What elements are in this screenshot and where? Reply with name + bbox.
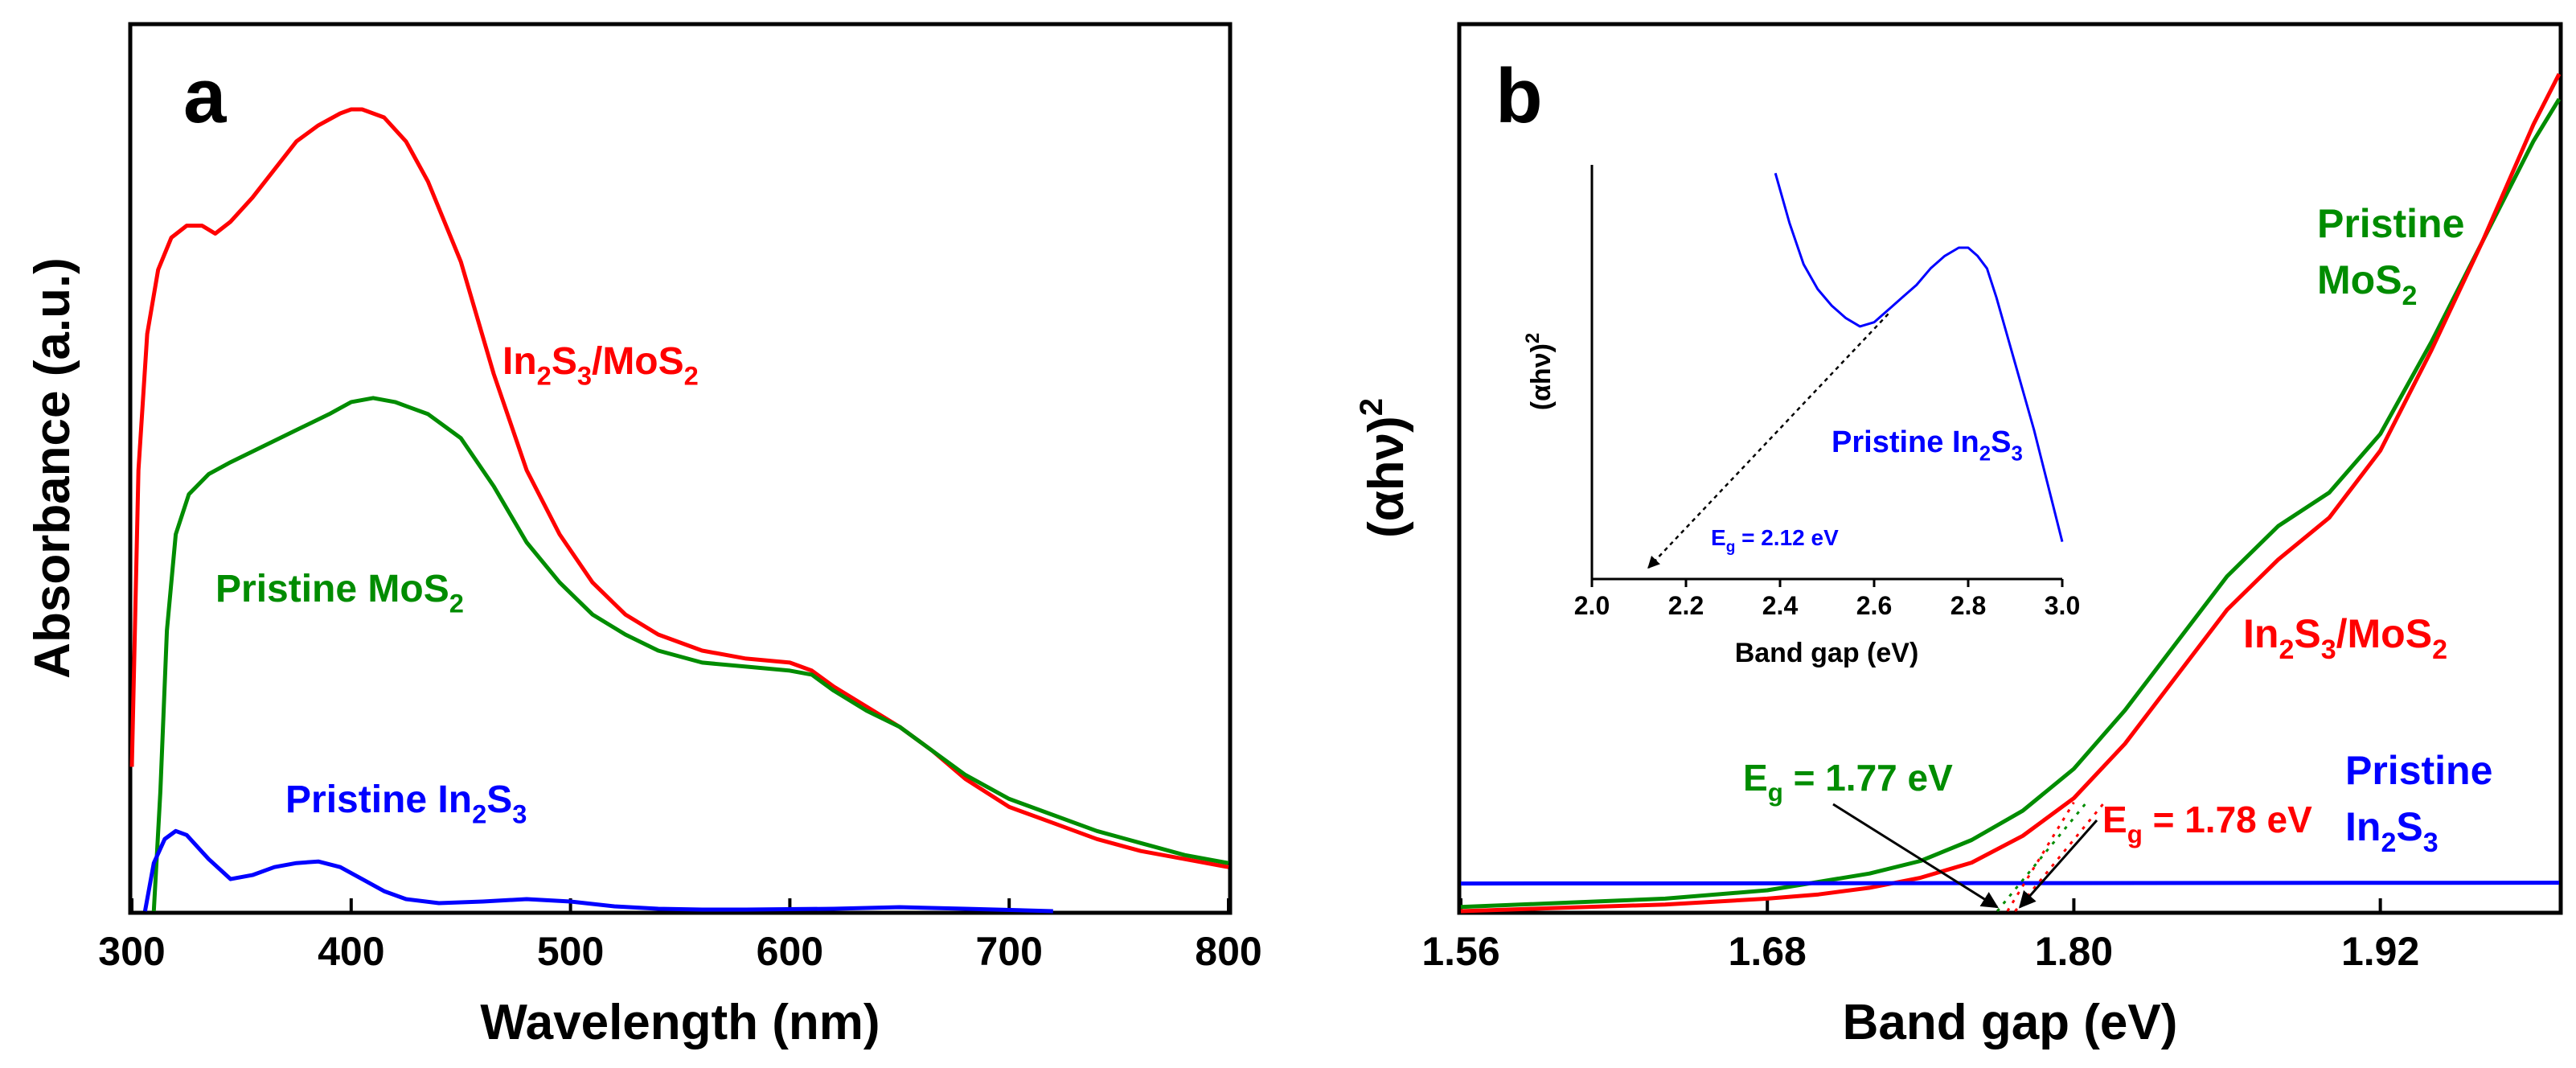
panel-a-label: a [183, 53, 227, 139]
panel-b-series-labels: Pristine MoS2 In2S3/MoS2 Pristine In2S3 [2243, 201, 2492, 858]
inset-x-tick-label: 2.6 [1856, 591, 1892, 620]
inset: 2.0 2.2 2.4 2.6 2.8 3.0 Pristine In2S3 Eg = 2.… [1522, 165, 2080, 668]
panel-b-series-line [1460, 72, 2562, 914]
inset-x-tick-label: 3.0 [2045, 591, 2080, 620]
panel-a-x-tick-label: 500 [537, 929, 604, 974]
inset-annotation-eg: Eg = 2.12 eV [1711, 525, 1839, 556]
inset-x-axis-title: Band gap (eV) [1735, 638, 1919, 668]
panel-a-series-line [151, 396, 1229, 912]
panel-b-arrow-composite [2018, 819, 2098, 909]
panel-a-x-tick-label: 700 [975, 929, 1042, 974]
inset-labels: Pristine In2S3 Eg = 2.12 eV [1711, 425, 2023, 556]
panel-a-x-ticks: 300 400 500 600 700 800 [98, 898, 1262, 974]
panel-a-series-label: In2S3/MoS2 [502, 340, 699, 390]
panel-a-x-tick-label: 300 [98, 929, 165, 974]
panel-b-series [1460, 72, 2562, 914]
panel-b-label-mos2: MoS2 [2317, 257, 2417, 311]
panel-a: a 300 400 500 600 700 800 In2S3/MoS2 Pristine … [25, 22, 1262, 1050]
panel-a-series-labels: In2S3/MoS2 Pristine MoS2 Pristine In2S3 [215, 340, 699, 828]
panel-b-label-in2s3: In2S3 [2345, 804, 2439, 858]
panel-b-x-ticks: 1.56 1.68 1.80 1.92 [1421, 898, 2419, 974]
panel-a-x-tick-label: 600 [757, 929, 823, 974]
panel-b-series-line [1460, 881, 2560, 886]
panel-b-x-tick-label: 1.80 [2035, 929, 2113, 974]
panel-b-label-in2s3-mos2: In2S3/MoS2 [2243, 611, 2447, 665]
panel-b-tangent-line [2006, 801, 2075, 912]
panel-b-x-tick-label: 1.92 [2341, 929, 2419, 974]
panel-b-tangent-line [2014, 801, 2106, 912]
inset-x-tick-label: 2.2 [1668, 591, 1704, 620]
panel-a-series [129, 107, 1229, 914]
inset-series-line [1774, 172, 2064, 542]
panel-a-series-line [142, 828, 1053, 914]
inset-series-label: Pristine In2S3 [1832, 425, 2023, 466]
panel-b: b 1.56 1.68 1.80 1.92 Pristine MoS2 In2S3/MoS… [1354, 22, 2563, 1050]
panel-b-x-axis-title: Band gap (eV) [1843, 995, 2178, 1050]
panel-a-series-label: Pristine In2S3 [285, 778, 527, 828]
panel-b-arrow-mos2 [1832, 803, 1999, 909]
panel-b-label-in2s3-line1: Pristine [2345, 748, 2492, 793]
panel-b-annotation-eg-mos2: Eg = 1.77 eV [1743, 757, 1953, 807]
panel-b-x-tick-label: 1.68 [1729, 929, 1807, 974]
panel-b-tangent-line [1996, 801, 2088, 912]
panel-a-frame [128, 22, 1233, 915]
inset-x-tick-label: 2.8 [1950, 591, 1986, 620]
inset-y-axis-title: (αhν)2 [1522, 333, 1557, 411]
panel-b-y-axis-title: (αhν)2 [1354, 398, 1414, 538]
inset-x-tick-label: 2.4 [1762, 591, 1799, 620]
inset-axes [1590, 165, 2062, 581]
inset-series [1647, 172, 2064, 569]
panel-a-y-axis-title: Absorbance (a.u.) [25, 257, 80, 679]
panel-a-series-line [129, 107, 1229, 869]
panel-b-label-mos2-line1: Pristine [2317, 201, 2464, 246]
panel-b-x-tick-label: 1.56 [1421, 929, 1499, 974]
panel-b-annotation-eg-composite: Eg = 1.78 eV [2102, 799, 2312, 848]
panel-a-series-label: Pristine MoS2 [215, 568, 464, 618]
panel-b-tangents [1996, 801, 2106, 912]
panel-b-bandgap-annotations: Eg = 1.77 eV Eg = 1.78 eV [1743, 757, 2312, 909]
panel-b-label: b [1495, 53, 1543, 139]
panel-a-x-tick-label: 800 [1195, 929, 1261, 974]
panel-b-frame [1457, 22, 2563, 915]
inset-x-tick-label: 2.0 [1574, 591, 1610, 620]
panel-a-x-axis-title: Wavelength (nm) [480, 995, 880, 1050]
inset-x-ticks: 2.0 2.2 2.4 2.6 2.8 3.0 [1574, 579, 2080, 620]
inset-tangent-arrow [1647, 313, 1889, 569]
panel-a-x-tick-label: 400 [318, 929, 384, 974]
panel-b-series-line [1460, 97, 2562, 910]
